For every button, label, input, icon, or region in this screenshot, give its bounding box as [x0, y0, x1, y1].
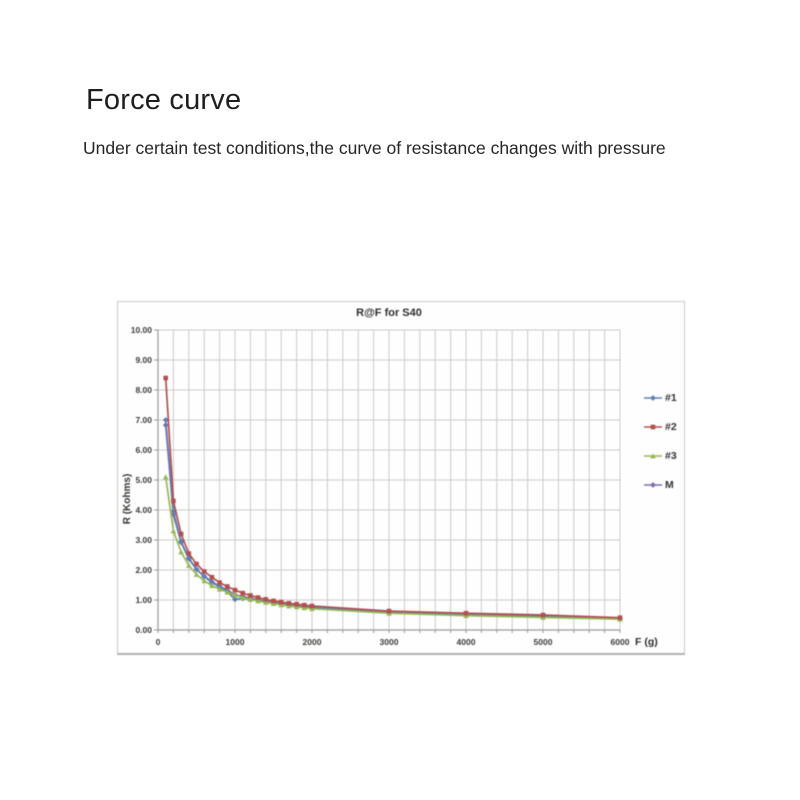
legend-item-#3: #3 — [644, 450, 677, 462]
y-tick-label: 2.00 — [135, 565, 152, 575]
data-point-marker — [194, 561, 199, 567]
data-point-marker — [650, 424, 656, 430]
data-point-marker — [248, 593, 253, 598]
x-tick-label: 1000 — [226, 637, 245, 647]
data-point-marker — [232, 587, 238, 593]
legend-marker-icon — [644, 395, 662, 401]
data-point-marker — [224, 589, 231, 595]
data-point-marker — [217, 580, 222, 585]
y-tick-label: 4.00 — [135, 505, 152, 515]
x-tick-label: 3000 — [380, 637, 399, 647]
y-tick-label: 7.00 — [135, 415, 152, 425]
data-point-marker — [271, 598, 276, 604]
series-#1 — [162, 417, 623, 622]
series-#3 — [162, 474, 623, 622]
legend-label: #1 — [665, 392, 677, 404]
data-point-marker — [193, 566, 200, 573]
data-point-marker — [309, 605, 315, 612]
data-point-marker — [463, 610, 469, 616]
data-point-marker — [201, 573, 208, 580]
series-line-#2 — [164, 377, 621, 619]
x-tick-label: 0 — [156, 637, 161, 647]
data-point-marker — [278, 602, 284, 608]
chart-legend: #1 #2 #3 M — [644, 392, 677, 491]
x-tick-label: 5000 — [534, 637, 553, 647]
data-point-marker — [178, 549, 184, 555]
y-tick-label: 3.00 — [135, 535, 152, 545]
y-tick-label: 5.00 — [135, 475, 152, 485]
legend-item-#2: #2 — [644, 421, 677, 433]
data-point-marker — [240, 590, 245, 596]
data-point-marker — [301, 605, 308, 611]
data-point-marker — [232, 596, 238, 603]
data-point-marker — [225, 584, 230, 589]
data-point-marker — [170, 528, 177, 534]
legend-label: M — [665, 479, 674, 491]
data-point-marker — [247, 596, 254, 602]
legend-marker-icon — [644, 482, 662, 488]
legend-marker-icon — [644, 453, 662, 459]
y-tick-label: 0.00 — [135, 625, 152, 635]
data-point-marker — [650, 395, 656, 401]
data-point-marker — [201, 569, 207, 574]
data-point-marker — [186, 562, 192, 568]
data-point-marker — [309, 603, 315, 609]
data-point-marker — [239, 594, 246, 600]
data-point-marker — [201, 578, 207, 584]
data-point-marker — [171, 498, 176, 504]
y-tick-label: 9.00 — [135, 355, 152, 365]
series-#2 — [163, 375, 623, 620]
y-tick-label: 1.00 — [135, 595, 152, 605]
data-point-marker — [185, 555, 192, 561]
data-point-marker — [255, 598, 261, 604]
data-point-marker — [286, 603, 292, 609]
legend-label: #3 — [665, 450, 677, 462]
chart-title: R@F for S40 — [356, 307, 422, 319]
data-point-marker — [386, 608, 392, 614]
data-point-marker — [278, 599, 284, 605]
data-point-marker — [293, 604, 300, 610]
data-point-marker — [302, 602, 307, 608]
page-title: Force curve — [86, 84, 242, 116]
series-M — [162, 422, 623, 622]
data-point-marker — [186, 551, 192, 556]
data-point-marker — [263, 599, 269, 605]
data-point-marker — [270, 600, 277, 606]
x-tick-label: 6000 — [611, 637, 630, 647]
data-point-marker — [209, 582, 215, 588]
page-subtitle: Under certain test conditions,the curve … — [83, 138, 666, 158]
data-point-marker — [163, 375, 168, 381]
data-point-marker — [540, 612, 546, 618]
data-point-marker — [178, 531, 184, 537]
data-point-marker — [617, 615, 623, 620]
data-point-marker — [178, 538, 184, 545]
data-point-marker — [255, 595, 261, 600]
force-curve-chart: R@F for S40 0.00 1.00 2.00 3.00 4.00 5.00 6.00… — [117, 301, 685, 655]
legend-marker-icon — [644, 424, 662, 430]
data-point-marker — [162, 474, 169, 480]
data-point-marker — [232, 592, 238, 598]
data-point-marker — [216, 586, 223, 592]
legend-item-#1: #1 — [644, 392, 677, 404]
chart-plot-area: 0.00 1.00 2.00 3.00 4.00 5.00 6.00 7.00 8.00 9.00… — [131, 325, 630, 647]
x-tick-label: 4000 — [457, 637, 476, 647]
data-point-marker — [294, 601, 299, 607]
y-tick-label: 8.00 — [135, 385, 152, 395]
series-line-#3 — [164, 476, 621, 621]
data-point-marker — [650, 453, 656, 459]
x-tick-label: 2000 — [303, 637, 322, 647]
legend-label: #2 — [665, 421, 677, 433]
x-axis-title: F (g) — [635, 636, 658, 648]
data-point-marker — [263, 597, 269, 602]
y-axis-title: R (Kohms) — [122, 473, 133, 525]
data-point-marker — [286, 601, 292, 606]
y-tick-label: 10.00 — [131, 325, 153, 335]
data-point-marker — [193, 571, 200, 577]
legend-item-M: M — [644, 479, 677, 491]
data-point-marker — [650, 482, 656, 488]
y-tick-label: 6.00 — [135, 445, 152, 455]
data-point-marker — [209, 574, 215, 580]
